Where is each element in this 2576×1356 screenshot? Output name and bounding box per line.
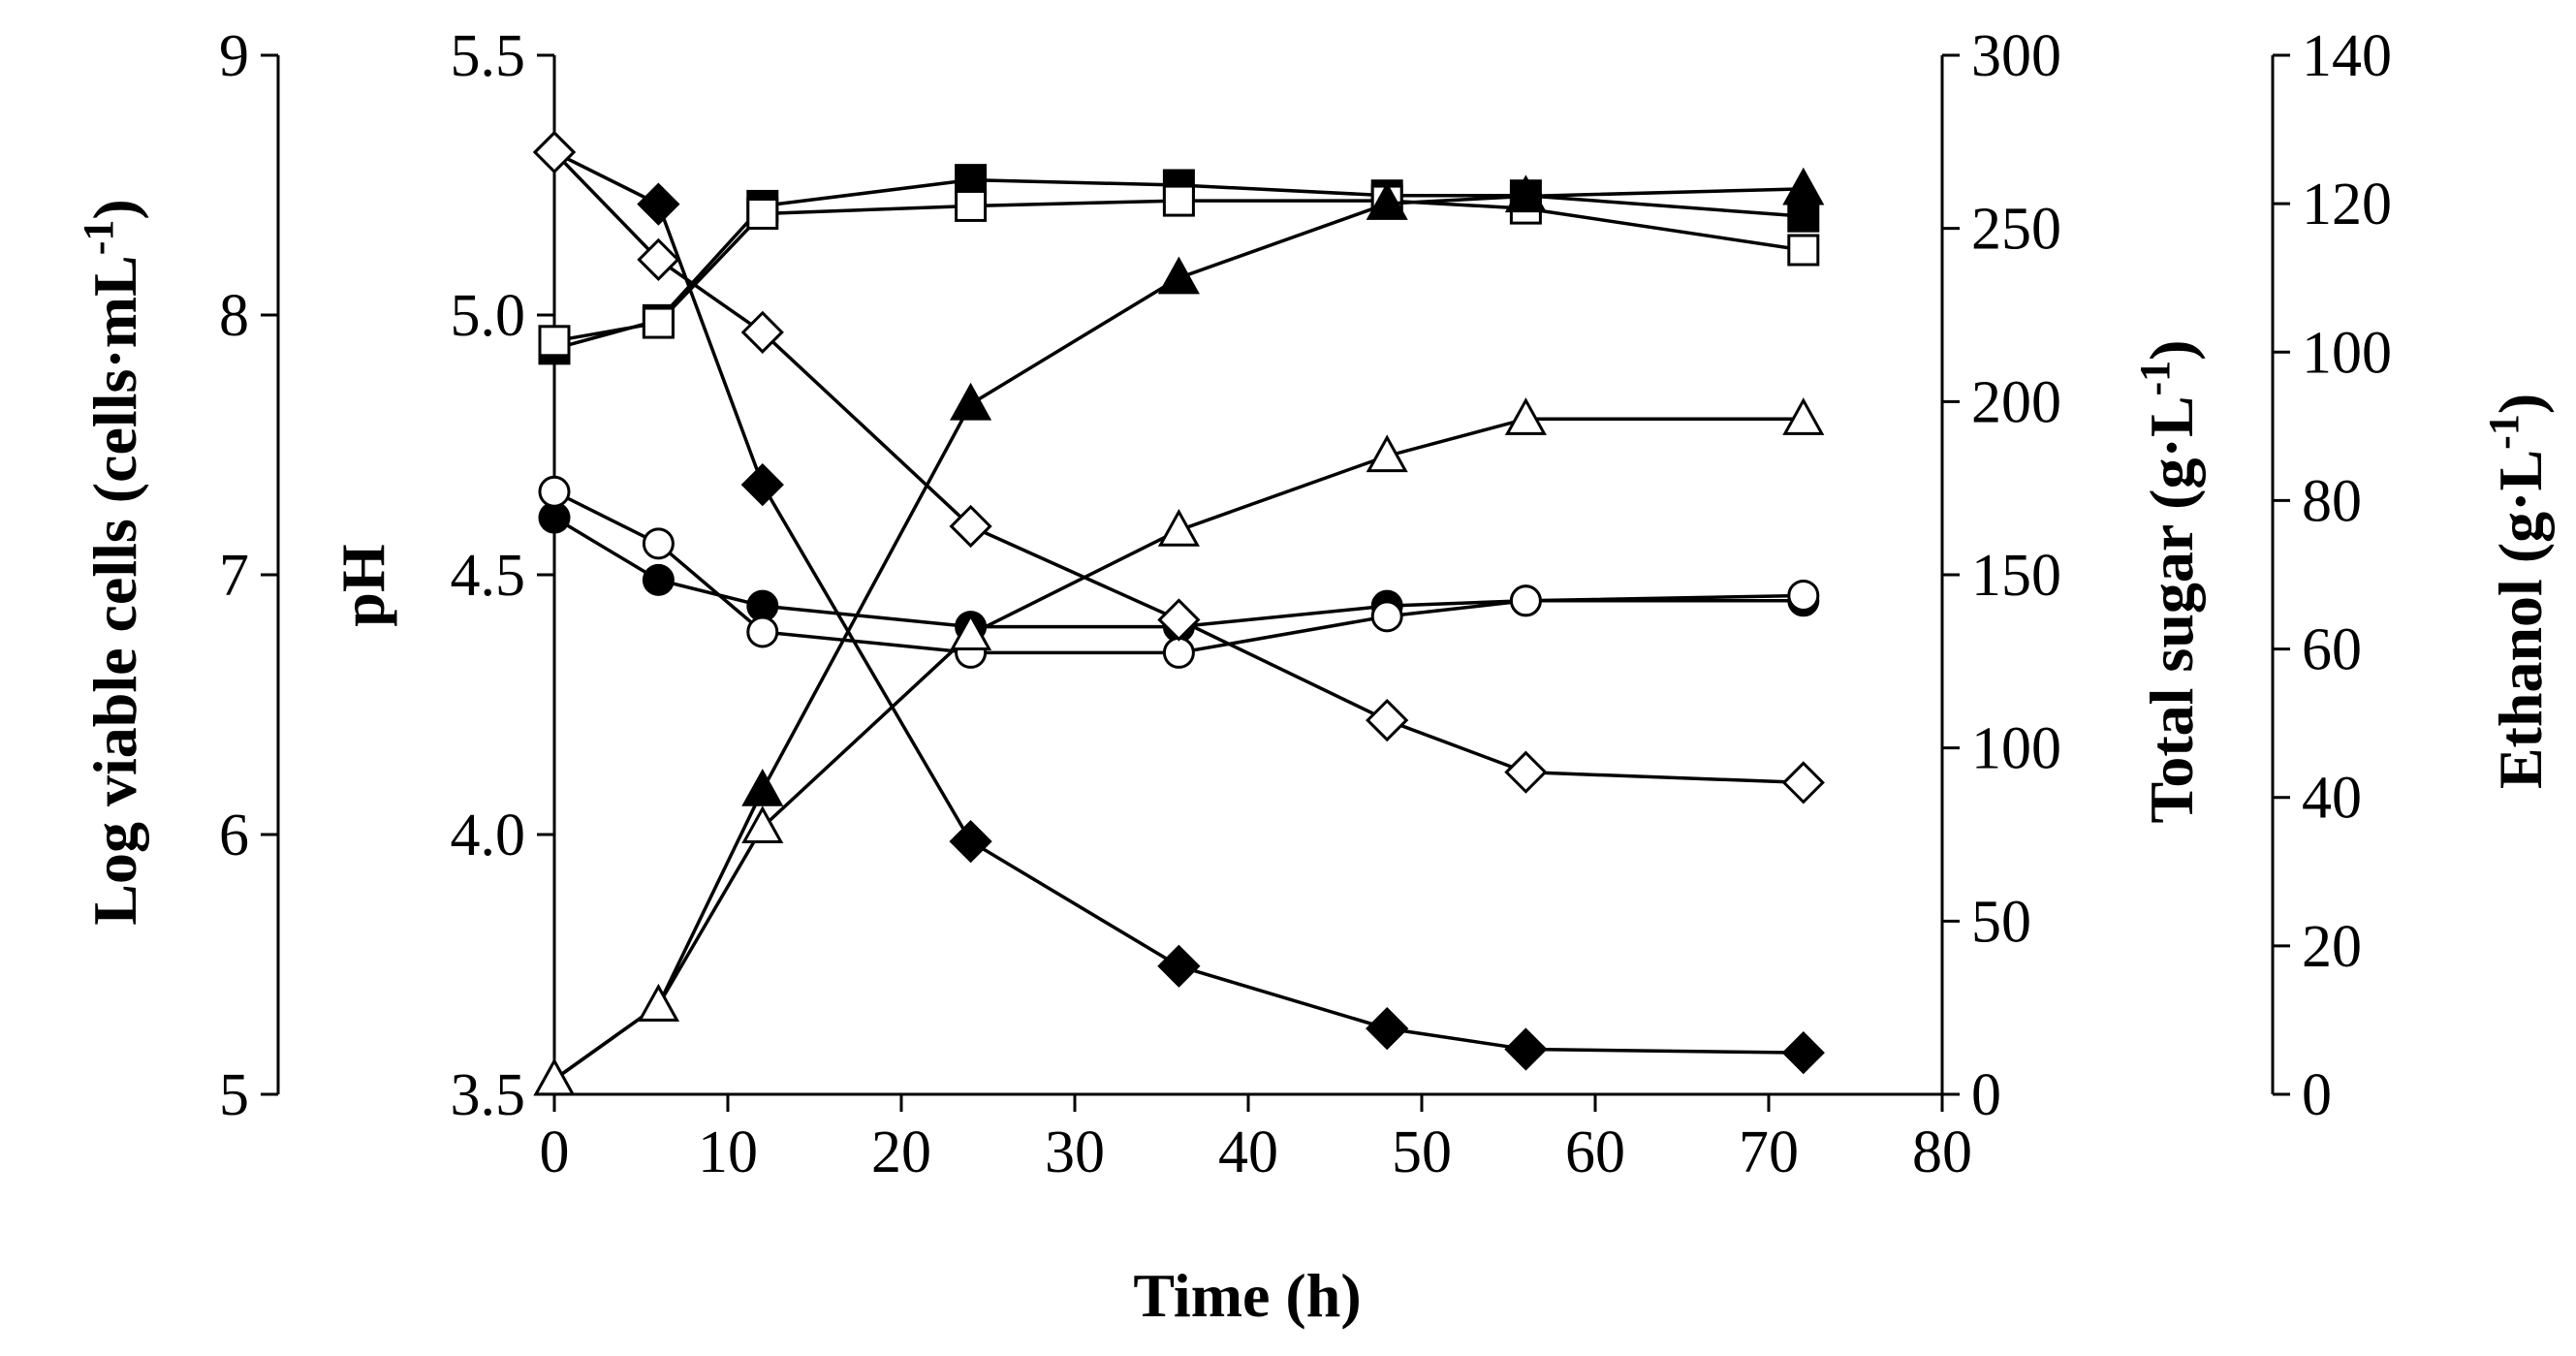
series-line [553, 199, 1805, 343]
triangle-marker [1366, 182, 1408, 220]
triangle-marker [533, 1057, 576, 1096]
diamond-marker [1504, 750, 1548, 794]
x-tick-label: 40 [1218, 1119, 1278, 1185]
x-tick-label: 50 [1392, 1119, 1452, 1185]
triangle-marker [741, 805, 784, 844]
diamond-marker [740, 310, 784, 354]
diamond-marker [1781, 1030, 1825, 1075]
circle-marker [538, 475, 571, 508]
ethanol-tick-label: 80 [2302, 468, 2362, 534]
ethanol-tick-label: 0 [2302, 1062, 2332, 1128]
triangle-marker [1782, 167, 1825, 205]
triangle-marker [1504, 397, 1547, 435]
circle-marker [642, 563, 675, 596]
ph-axis-title: pH [329, 544, 397, 626]
ph-tick-label: 4.0 [451, 803, 526, 868]
ph-tick-label: 5.5 [451, 23, 526, 89]
x-tick-label: 70 [1739, 1119, 1799, 1185]
triangle-marker [1366, 434, 1408, 473]
series-line [553, 177, 1804, 351]
sugar-tick-label: 50 [1971, 889, 2031, 955]
diamond-marker [949, 504, 992, 549]
series-ethanol-triangle-open [533, 397, 1825, 1096]
x-tick-label: 20 [871, 1119, 931, 1185]
series-line [553, 489, 1804, 655]
cells-axis-title: Log viable cells (cells·mL-1) [75, 199, 149, 925]
sugar-axis-title: Total sugar (g·L-1) [2131, 340, 2206, 824]
sugar-tick-label: 250 [1971, 197, 2061, 263]
ethanol-axis-title: Ethanol (g·L-1) [2480, 394, 2555, 789]
ethanol-tick-label: 140 [2302, 23, 2392, 89]
diamond-marker [1157, 598, 1201, 642]
circle-marker [1787, 579, 1820, 612]
series-layer [532, 130, 1825, 1096]
x-tick-label: 80 [1912, 1119, 1972, 1185]
square-marker [1787, 234, 1820, 267]
square-marker [642, 306, 675, 339]
circle-marker [1370, 600, 1403, 633]
ethanol-tick-label: 20 [2302, 914, 2362, 980]
series-line [553, 150, 1804, 1055]
sugar-tick-label: 200 [1971, 369, 2061, 435]
diamond-marker [1781, 761, 1825, 804]
series-line [553, 516, 1804, 629]
x-tick-label: 10 [698, 1119, 758, 1185]
diamond-marker [1504, 1027, 1548, 1071]
square-marker [955, 189, 988, 222]
ethanol-tick-label: 100 [2302, 320, 2392, 386]
ph-tick-label: 5.0 [451, 283, 526, 349]
triangle-marker [1157, 508, 1200, 547]
cells-tick-label: 5 [219, 1062, 249, 1128]
diamond-marker [1366, 698, 1409, 742]
cells-tick-label: 6 [219, 803, 249, 868]
series-sugar-diamond-open [532, 130, 1825, 804]
series-line [552, 187, 1804, 1082]
diamond-marker [637, 237, 680, 281]
triangle-marker [741, 768, 784, 806]
sugar-tick-label: 0 [1971, 1062, 2001, 1128]
triangle-marker [637, 984, 679, 1022]
square-marker [1162, 184, 1195, 217]
square-marker [746, 197, 779, 230]
diamond-marker [1366, 1006, 1409, 1051]
cells-tick-label: 8 [219, 283, 249, 349]
series-line [552, 417, 1804, 1082]
cells-tick-label: 9 [219, 23, 249, 89]
x-tick-label: 60 [1565, 1119, 1625, 1185]
ethanol-tick-label: 40 [2302, 766, 2362, 832]
triangle-marker [950, 382, 992, 421]
series-line [552, 150, 1804, 785]
square-marker [538, 325, 571, 358]
cells-tick-label: 7 [219, 543, 249, 609]
triangle-marker [1157, 256, 1200, 295]
ph-tick-label: 4.5 [451, 543, 526, 609]
sugar-tick-label: 150 [1971, 543, 2061, 609]
diamond-marker [532, 130, 577, 174]
x-tick-label: 0 [540, 1119, 570, 1185]
circle-marker [746, 615, 779, 648]
x-axis-title: Time (h) [1133, 1261, 1361, 1330]
x-tick-label: 30 [1045, 1119, 1105, 1185]
sugar-tick-label: 100 [1971, 716, 2061, 782]
ph-tick-label: 3.5 [451, 1062, 526, 1128]
diamond-marker [949, 820, 992, 864]
ethanol-tick-label: 120 [2302, 172, 2392, 237]
triangle-marker [1504, 174, 1547, 213]
circle-marker [1162, 636, 1195, 669]
ethanol-tick-label: 60 [2302, 617, 2362, 683]
sugar-tick-label: 300 [1971, 23, 2061, 89]
diamond-marker [1157, 944, 1201, 988]
diamond-marker [740, 462, 784, 507]
circle-marker [1509, 584, 1542, 617]
axes-layer: 0 10 20 30 40 50 60 70 80 5 6 7 8 9 3.5 4.0 4.5 5.0 5.5 0 50… [219, 23, 2392, 1185]
circle-marker [642, 527, 675, 560]
diamond-marker [637, 182, 680, 226]
triangle-marker [950, 613, 992, 650]
square-marker [1787, 200, 1820, 233]
triangle-marker [1782, 397, 1825, 435]
square-marker [955, 164, 988, 197]
